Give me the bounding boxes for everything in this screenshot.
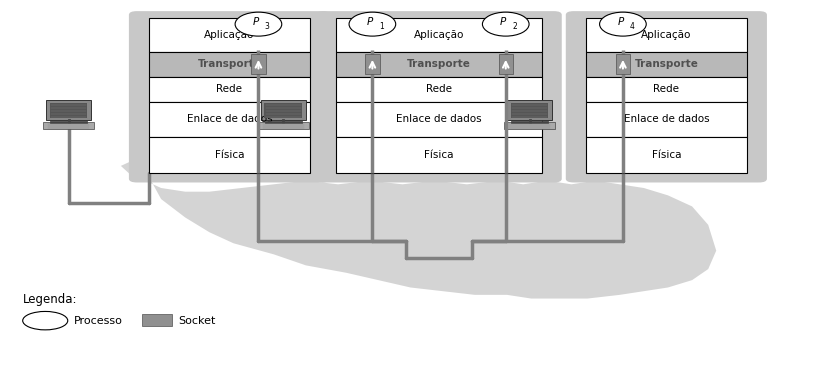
Text: Rede: Rede bbox=[654, 84, 679, 94]
Bar bbox=[337, 102, 542, 137]
Bar bbox=[511, 103, 548, 118]
Text: P: P bbox=[500, 17, 507, 27]
Text: Aplicação: Aplicação bbox=[204, 30, 255, 40]
FancyBboxPatch shape bbox=[566, 11, 767, 182]
Ellipse shape bbox=[599, 12, 646, 36]
Bar bbox=[47, 100, 90, 120]
Text: Física: Física bbox=[652, 150, 681, 160]
Bar bbox=[498, 54, 513, 74]
Text: 3: 3 bbox=[265, 22, 270, 31]
Ellipse shape bbox=[235, 12, 282, 36]
Bar bbox=[149, 137, 310, 173]
Text: Rede: Rede bbox=[426, 84, 452, 94]
Bar bbox=[44, 123, 94, 129]
Text: Física: Física bbox=[424, 150, 454, 160]
Text: P: P bbox=[253, 17, 259, 27]
Bar bbox=[337, 52, 542, 77]
Bar bbox=[337, 77, 542, 102]
Text: Aplicação: Aplicação bbox=[641, 30, 691, 40]
Ellipse shape bbox=[349, 12, 396, 36]
Bar bbox=[586, 52, 747, 77]
Bar bbox=[586, 18, 747, 52]
Text: P: P bbox=[617, 17, 624, 27]
Ellipse shape bbox=[483, 12, 529, 36]
Text: 1: 1 bbox=[378, 22, 383, 31]
Text: Transporte: Transporte bbox=[198, 59, 261, 69]
Bar bbox=[616, 54, 631, 74]
Text: Enlace de dados: Enlace de dados bbox=[186, 114, 273, 124]
Bar bbox=[149, 52, 310, 77]
Bar bbox=[261, 100, 305, 120]
FancyBboxPatch shape bbox=[129, 11, 330, 182]
Ellipse shape bbox=[23, 311, 68, 330]
Text: Física: Física bbox=[215, 150, 244, 160]
Bar bbox=[258, 123, 309, 129]
Text: Legenda:: Legenda: bbox=[23, 293, 77, 306]
Bar bbox=[149, 102, 310, 137]
Text: P: P bbox=[367, 17, 373, 27]
Bar bbox=[149, 18, 310, 52]
Text: Processo: Processo bbox=[74, 316, 123, 326]
Text: Transporte: Transporte bbox=[635, 59, 699, 69]
Bar bbox=[586, 102, 747, 137]
Bar bbox=[507, 100, 552, 120]
Text: Enlace de dados: Enlace de dados bbox=[397, 114, 482, 124]
Text: 4: 4 bbox=[630, 22, 634, 31]
Text: Rede: Rede bbox=[217, 84, 242, 94]
Bar bbox=[365, 54, 379, 74]
FancyBboxPatch shape bbox=[316, 11, 562, 182]
Polygon shape bbox=[121, 162, 716, 299]
Bar bbox=[251, 54, 266, 74]
Bar bbox=[337, 137, 542, 173]
Bar bbox=[149, 77, 310, 102]
Text: Transporte: Transporte bbox=[407, 59, 471, 69]
Text: Enlace de dados: Enlace de dados bbox=[623, 114, 709, 124]
Bar bbox=[337, 18, 542, 52]
Bar bbox=[264, 103, 302, 118]
Bar bbox=[586, 77, 747, 102]
Text: Socket: Socket bbox=[178, 316, 215, 326]
Bar bbox=[142, 314, 172, 326]
Bar bbox=[586, 137, 747, 173]
Bar bbox=[504, 123, 555, 129]
Bar bbox=[49, 103, 88, 118]
Text: 2: 2 bbox=[512, 22, 517, 31]
Text: Aplicação: Aplicação bbox=[414, 30, 464, 40]
